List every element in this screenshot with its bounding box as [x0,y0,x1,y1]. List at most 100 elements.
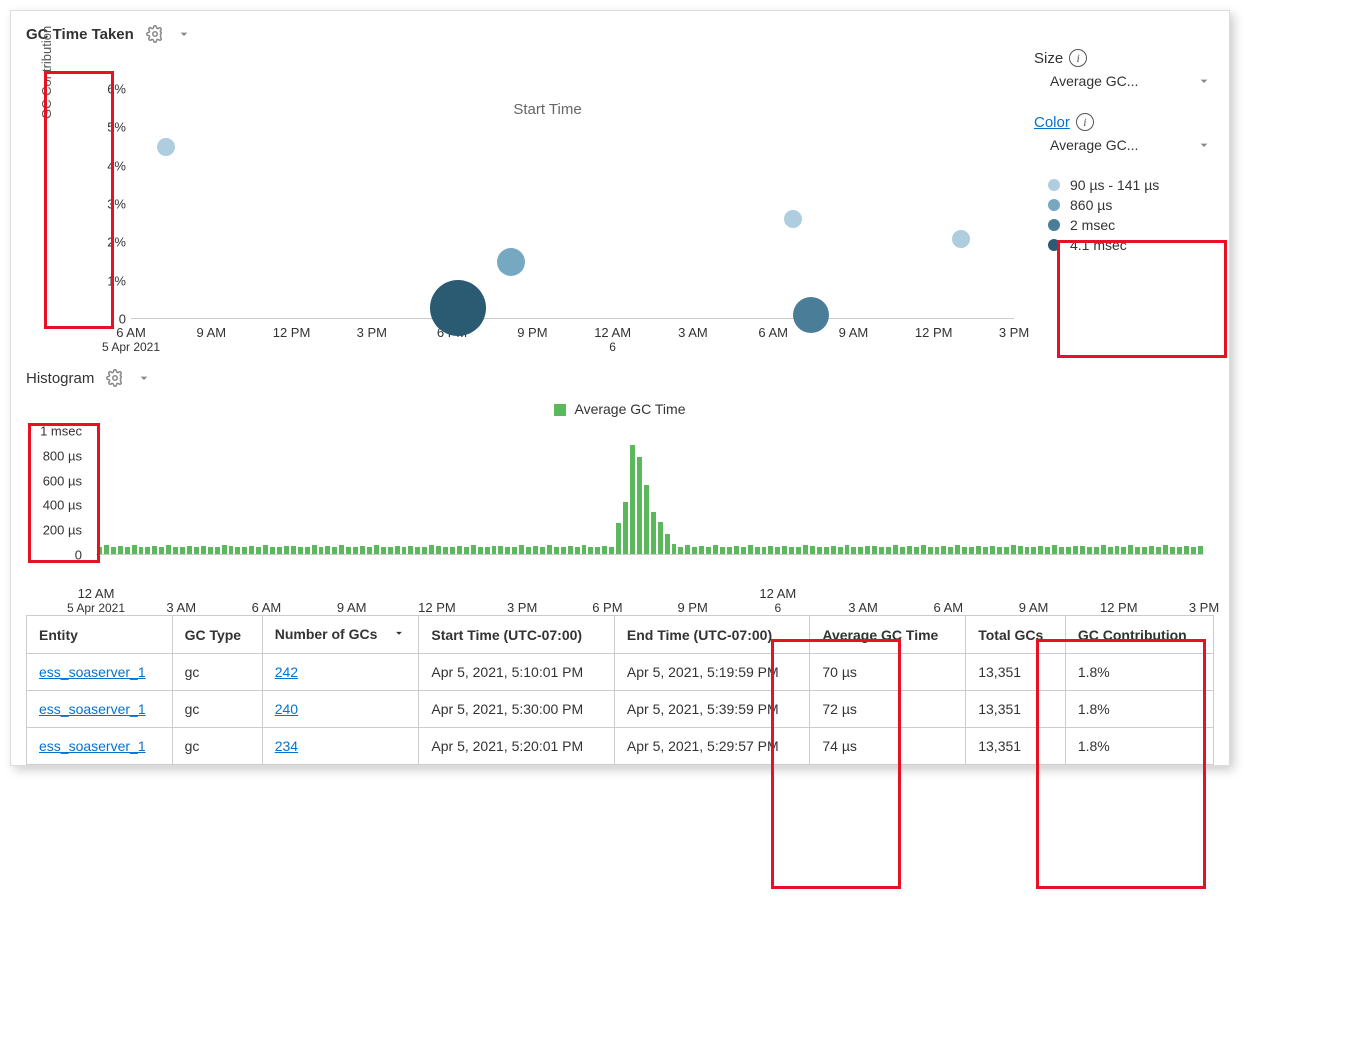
histogram-bar [886,547,891,554]
col-entity[interactable]: Entity [27,616,173,654]
histogram-bar [775,547,780,554]
num-gcs-link[interactable]: 234 [275,738,298,754]
histogram-bar [298,547,303,554]
y-tick: 3% [86,197,126,212]
data-point[interactable] [784,210,802,228]
gear-icon[interactable] [106,369,124,387]
data-point[interactable] [952,230,970,248]
histogram-bar [921,545,926,554]
histogram-bar [762,547,767,554]
histogram-bar [782,546,787,554]
histogram-bar [166,545,171,554]
col-start-time[interactable]: Start Time (UTC-07:00) [419,616,614,654]
histogram-bar [305,547,310,554]
info-icon[interactable]: i [1076,113,1094,131]
chevron-down-icon[interactable] [176,26,192,42]
data-point[interactable] [157,138,175,156]
color-select[interactable]: Average GC... [1034,131,1214,159]
histogram-bar [665,534,670,554]
histogram-bar [824,547,829,554]
histogram-bar [215,547,220,554]
histogram-bar [492,546,497,554]
size-select[interactable]: Average GC... [1034,67,1214,95]
cell-avg-gc: 70 µs [810,654,966,691]
histogram-bar [734,546,739,554]
col-num-gcs[interactable]: Number of GCs [262,616,419,654]
histogram-bar [1094,547,1099,554]
chevron-down-icon[interactable] [136,370,152,386]
entity-link[interactable]: ess_soaserver_1 [39,738,146,754]
col-contrib[interactable]: GC Contribution [1065,616,1213,654]
histogram-bar [948,547,953,554]
histogram-bar [997,547,1002,554]
histogram-bar [1128,545,1133,554]
histogram-bar [1198,546,1203,554]
info-icon[interactable]: i [1069,49,1087,67]
data-point[interactable] [430,280,486,336]
histogram-bar [339,545,344,554]
histogram-bar [388,547,393,554]
table-row: ess_soaserver_1gc234Apr 5, 2021, 5:20:01… [27,728,1214,765]
histogram-bar [97,547,102,554]
histogram-bar [1011,545,1016,554]
table-header-row: Entity GC Type Number of GCs Start Time … [27,616,1214,654]
histogram-bar [796,547,801,554]
histogram-bar [699,546,704,554]
histogram-bar [429,545,434,554]
legend-swatch [554,404,566,416]
x-tick: 12 AM6 [583,325,643,354]
histogram-bar [415,547,420,554]
x-tick: 12 PM [262,325,322,340]
entity-link[interactable]: ess_soaserver_1 [39,701,146,717]
color-link[interactable]: Color [1034,114,1070,131]
histogram-bar [180,547,185,554]
histogram-bar [941,546,946,554]
histogram-bar [1115,546,1120,554]
cell-end: Apr 5, 2021, 5:29:57 PM [614,728,809,765]
histogram-bar [644,485,649,554]
histogram-bar [443,547,448,554]
col-end-time[interactable]: End Time (UTC-07:00) [614,616,809,654]
histogram-bar [346,547,351,554]
histogram-bar [194,547,199,554]
histogram-bar [353,547,358,554]
histogram-bar [817,547,822,554]
num-gcs-link[interactable]: 242 [275,664,298,680]
histogram-bar [651,512,656,554]
histogram-bar [1073,546,1078,554]
histogram-bar [1184,546,1189,554]
histogram-bar [803,545,808,554]
sort-desc-icon [392,626,406,643]
col-total-gcs[interactable]: Total GCs [966,616,1066,654]
histogram-bars [96,431,1204,555]
col-avg-gc[interactable]: Average GC Time [810,616,966,654]
histogram-bar [512,547,517,554]
histogram-bar [713,545,718,554]
x-tick: 9 AM [994,600,1074,615]
gear-icon[interactable] [146,25,164,43]
x-tick: 9 PM [653,600,733,615]
cell-gc-type: gc [172,654,262,691]
histogram-bar [381,547,386,554]
histogram-bar [201,546,206,554]
y-tick: 1% [86,273,126,288]
cell-start: Apr 5, 2021, 5:10:01 PM [419,654,614,691]
data-point[interactable] [793,297,829,333]
scatter-controls: Size i Average GC... Color i Average GC.… [1024,49,1214,359]
chevron-down-icon [1196,137,1212,153]
histogram-bar [118,546,123,554]
histogram-bar [395,546,400,554]
entity-link[interactable]: ess_soaserver_1 [39,664,146,680]
cell-end: Apr 5, 2021, 5:19:59 PM [614,654,809,691]
y-tick: 600 µs [28,473,82,488]
data-point[interactable] [497,248,525,276]
legend-item: 4.1 msec [1048,235,1214,255]
num-gcs-link[interactable]: 240 [275,701,298,717]
cell-total-gcs: 13,351 [966,654,1066,691]
x-tick: 9 PM [502,325,562,340]
y-tick: 6% [86,82,126,97]
histogram-bar [768,546,773,554]
histogram-bar [498,546,503,554]
col-gc-type[interactable]: GC Type [172,616,262,654]
histogram-bar [152,546,157,554]
